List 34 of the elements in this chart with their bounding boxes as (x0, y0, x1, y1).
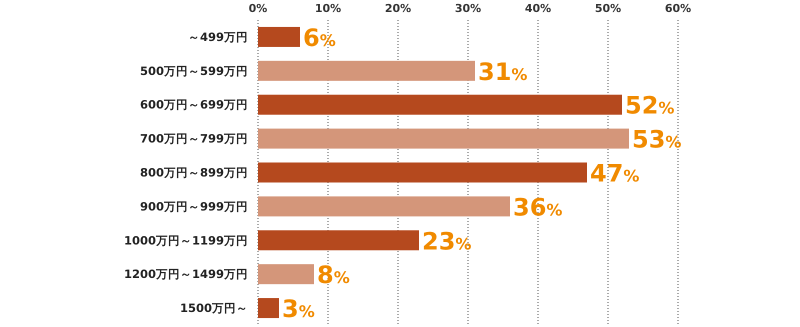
x-tick-label: 50% (594, 2, 622, 15)
y-tick-label: 1500万円～ (180, 301, 248, 316)
data-label: 52% (625, 92, 674, 120)
y-tick-label: 700万円～799万円 (140, 132, 248, 146)
x-tick-label: 0% (248, 2, 268, 15)
y-tick-label: 800万円～899万円 (140, 166, 248, 180)
data-label: 36% (513, 193, 562, 222)
bar (258, 94, 622, 115)
bar (258, 230, 419, 250)
y-tick-label: 600万円～699万円 (140, 98, 248, 112)
bar (258, 264, 314, 284)
data-label: 53% (632, 126, 682, 154)
y-tick-label: 1000万円～1199万円 (124, 233, 248, 248)
data-label: 3% (282, 295, 315, 324)
bar (258, 26, 300, 47)
x-tick-label: 40% (524, 2, 552, 15)
x-tick-label: 30% (454, 2, 482, 15)
bar (258, 298, 279, 318)
data-label: 47% (590, 160, 640, 188)
data-label: 31% (478, 58, 528, 86)
data-label: 6% (303, 24, 336, 52)
x-tick-label: 10% (314, 2, 342, 15)
data-label: 8% (317, 261, 350, 290)
bar (258, 128, 629, 149)
x-tick-label: 60% (664, 2, 692, 15)
y-tick-label: 900万円～999万円 (140, 199, 248, 214)
data-label: 23% (422, 227, 472, 256)
y-tick-label: ～499万円 (188, 30, 248, 44)
x-tick-label: 20% (384, 2, 412, 15)
y-tick-label: 1200万円～1499万円 (124, 267, 248, 282)
bar (258, 196, 510, 216)
bar (258, 162, 587, 182)
bar (258, 60, 475, 81)
y-tick-label: 500万円～599万円 (140, 64, 248, 78)
